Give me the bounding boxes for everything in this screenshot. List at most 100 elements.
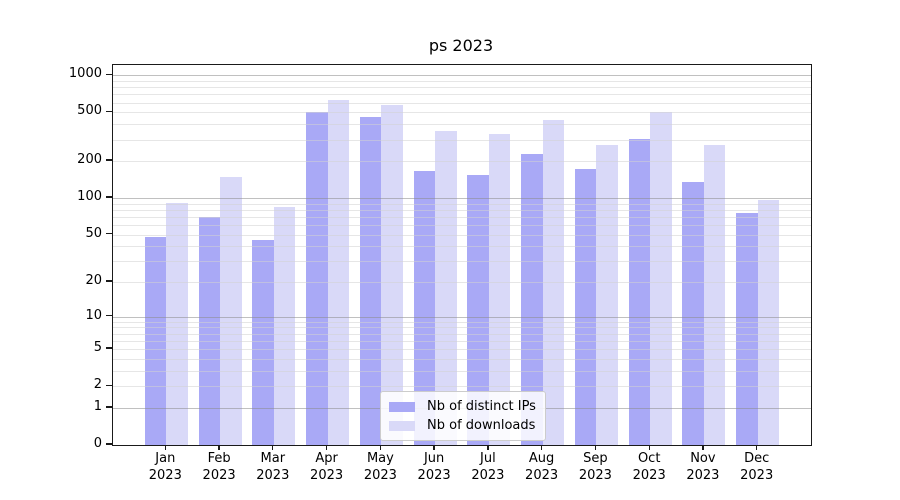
x-tick-label: Nov 2023 (686, 451, 720, 483)
y-tick-mark (106, 110, 112, 112)
y-tick-label: 50 (85, 225, 102, 241)
x-tick-label: Sep 2023 (578, 451, 612, 483)
y-tick-label: 0 (93, 436, 102, 451)
gridline-minor (113, 225, 811, 226)
x-tick-mark (702, 445, 704, 450)
bar-downloads-oct (650, 111, 672, 445)
gridline-minor (113, 333, 811, 335)
y-tick-label: 500 (77, 103, 102, 119)
x-tick-label: Oct 2023 (632, 451, 666, 483)
y-tick-label: 2 (93, 377, 102, 393)
x-tick-mark (272, 445, 274, 450)
gridline-major (113, 316, 811, 318)
y-tick-label: 1000 (68, 66, 102, 82)
y-tick-mark (106, 347, 112, 349)
x-tick-label: Jul 2023 (471, 451, 505, 483)
x-tick-mark (379, 445, 382, 450)
gridline-minor (113, 370, 811, 372)
bar-distinct-ips-mar (252, 240, 274, 445)
bar-distinct-ips-feb (198, 216, 221, 445)
bar-downloads-feb (220, 177, 242, 445)
y-tick-mark (106, 406, 112, 408)
gridline-minor (113, 124, 811, 126)
gridline-minor (113, 209, 811, 211)
legend-label-downloads: Nb of downloads (427, 418, 536, 433)
legend: Nb of distinct IPs Nb of downloads (380, 391, 546, 441)
bar-downloads-mar (273, 207, 296, 445)
x-tick-label: Dec 2023 (740, 451, 774, 483)
gridline-minor (113, 321, 811, 323)
x-tick-label: May 2023 (363, 451, 397, 483)
gridline-major (113, 75, 811, 77)
x-tick-label: Feb 2023 (202, 451, 236, 483)
x-tick-mark (648, 445, 650, 450)
gridline-minor (113, 203, 811, 205)
gridline-minor (113, 246, 811, 248)
legend-label-distinct-ips: Nb of distinct IPs (427, 399, 536, 414)
gridline-minor (113, 358, 811, 360)
bar-distinct-ips-may (359, 117, 382, 445)
gridline-minor (113, 139, 811, 141)
gridline-minor (113, 386, 811, 388)
gridline-minor (113, 161, 811, 163)
gridline-minor (113, 340, 811, 342)
gridline-minor (113, 282, 811, 283)
gridline-minor (113, 261, 811, 263)
y-tick-mark (106, 384, 112, 386)
gridline-minor (113, 112, 811, 114)
x-tick-label: Jun 2023 (417, 451, 451, 483)
bar-distinct-ips-jun (413, 170, 436, 445)
legend-swatch-downloads (389, 420, 415, 431)
x-tick-mark (164, 445, 166, 450)
gridline-minor (113, 80, 811, 82)
x-tick-mark (540, 445, 543, 450)
bar-distinct-ips-jul (467, 174, 489, 445)
x-tick-label: Apr 2023 (310, 451, 344, 483)
bar-downloads-apr (327, 99, 350, 445)
x-tick-label: Mar 2023 (256, 451, 290, 483)
y-tick-mark (106, 443, 112, 445)
bar-downloads-nov (703, 145, 726, 445)
x-tick-mark (487, 445, 489, 450)
gridline-minor (113, 102, 811, 104)
y-tick-mark (106, 280, 112, 282)
chart-title: ps 2023 (428, 36, 494, 55)
bar-distinct-ips-dec (736, 213, 758, 445)
legend-item-distinct-ips: Nb of distinct IPs (389, 397, 536, 416)
x-tick-mark (218, 445, 220, 450)
x-tick-label: Aug 2023 (525, 451, 559, 483)
x-tick-mark (433, 445, 435, 450)
bar-distinct-ips-apr (306, 112, 328, 445)
bar-distinct-ips-nov (682, 181, 704, 445)
bar-distinct-ips-sep (574, 169, 597, 445)
bar-downloads-may (381, 104, 403, 445)
gridline-minor (113, 216, 811, 218)
bar-distinct-ips-oct (628, 138, 651, 445)
x-tick-mark (594, 445, 597, 450)
y-tick-mark (106, 159, 112, 161)
x-tick-mark (756, 445, 758, 450)
y-tick-mark (106, 232, 112, 235)
y-tick-mark (106, 196, 112, 198)
bar-distinct-ips-aug (521, 154, 543, 445)
gridline-minor (113, 234, 811, 236)
bar-downloads-sep (596, 145, 618, 445)
gridline-minor (113, 94, 811, 96)
y-tick-label: 10 (85, 307, 102, 323)
legend-item-downloads: Nb of downloads (389, 416, 536, 435)
gridline-minor (113, 87, 811, 89)
gridline-major (113, 198, 811, 199)
y-tick-label: 100 (77, 189, 102, 204)
bar-downloads-jul (488, 134, 511, 445)
legend-swatch-distinct-ips (389, 401, 415, 412)
y-tick-label: 20 (85, 273, 102, 288)
x-tick-label: Jan 2023 (148, 451, 182, 483)
y-tick-mark (106, 314, 112, 317)
y-tick-label: 200 (77, 152, 102, 168)
plot-area (112, 64, 812, 446)
bar-downloads-jun (435, 130, 457, 445)
gridline-minor (113, 349, 811, 351)
gridline-minor (113, 327, 811, 329)
bar-downloads-jan (166, 203, 188, 445)
